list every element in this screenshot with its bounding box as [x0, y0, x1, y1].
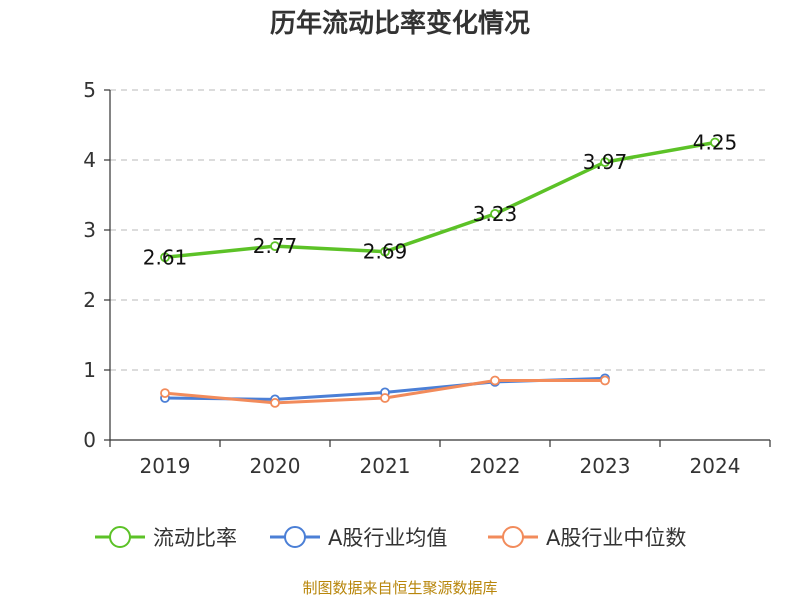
data-label: 4.25 — [693, 131, 738, 155]
series-0 — [160, 137, 720, 263]
legend-label: A股行业均值 — [328, 526, 447, 550]
series — [160, 137, 720, 408]
y-tick-label: 4 — [83, 148, 96, 172]
source-note: 制图数据来自恒生聚源数据库 — [302, 579, 497, 597]
data-label: 3.23 — [473, 202, 518, 226]
data-point[interactable] — [270, 241, 280, 252]
data-point[interactable] — [600, 375, 610, 386]
data-point[interactable] — [160, 252, 170, 263]
legend[interactable]: 流动比率 A股行业均值 A股行业中位数 — [95, 526, 686, 550]
x-tick-label: 2020 — [250, 454, 301, 478]
data-point[interactable] — [490, 375, 500, 386]
y-tick-label: 0 — [83, 428, 96, 452]
data-point[interactable] — [490, 208, 500, 219]
legend-item[interactable]: 流动比率 — [95, 526, 237, 550]
data-point[interactable] — [710, 137, 720, 148]
y-tick-label: 1 — [83, 358, 96, 382]
y-tick-label: 2 — [83, 288, 96, 312]
data-label: 2.77 — [253, 234, 298, 258]
data-point[interactable] — [600, 157, 610, 168]
legend-label: 流动比率 — [153, 526, 237, 550]
data-point[interactable] — [380, 246, 390, 257]
y-tick-label: 5 — [83, 78, 96, 102]
legend-marker — [502, 526, 524, 548]
x-tick-label: 2021 — [360, 454, 411, 478]
x-tick-label: 2022 — [470, 454, 521, 478]
y-tick-label: 3 — [83, 218, 96, 242]
series-line — [164, 140, 716, 260]
data-label: 3.97 — [583, 150, 628, 174]
legend-marker — [109, 526, 131, 548]
legend-item[interactable]: A股行业均值 — [270, 526, 447, 550]
chart-title: 历年流动比率变化情况 — [270, 8, 530, 39]
series-2 — [160, 375, 610, 408]
legend-marker — [284, 526, 306, 548]
grid — [110, 89, 770, 371]
data-point[interactable] — [380, 393, 390, 403]
legend-label: A股行业中位数 — [546, 526, 686, 550]
x-tick-label: 2024 — [690, 454, 741, 478]
data-label: 2.69 — [363, 240, 408, 264]
x-tick-label: 2023 — [580, 454, 631, 478]
legend-item[interactable]: A股行业中位数 — [488, 526, 686, 550]
axes: 0 1 2 3 4 5 2019 2020 2021 2022 2023 2024 — [83, 78, 771, 478]
x-tick-label: 2019 — [140, 454, 191, 478]
data-labels: 2.61 2.77 2.69 3.23 3.97 4.25 — [143, 131, 738, 270]
data-point[interactable] — [160, 388, 170, 399]
data-label: 2.61 — [143, 245, 188, 269]
data-point[interactable] — [270, 397, 280, 408]
